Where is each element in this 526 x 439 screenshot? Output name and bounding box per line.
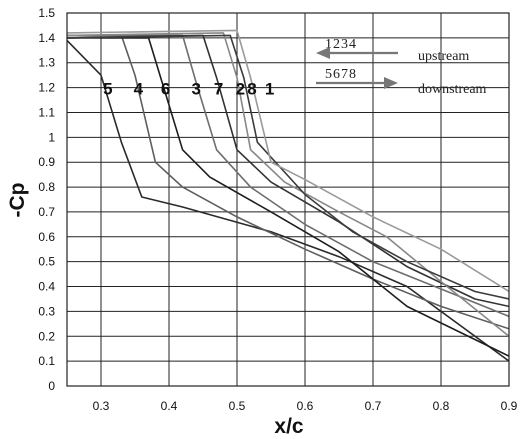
y-tick-label: 0.7 bbox=[38, 205, 55, 219]
curve-label-1: 1 bbox=[265, 80, 274, 99]
series-line-6 bbox=[66, 32, 510, 337]
curve-label-3: 3 bbox=[191, 80, 200, 99]
legend-downstream-numbers: 5678 bbox=[325, 67, 357, 82]
y-tick-label: 0.9 bbox=[38, 155, 55, 169]
y-tick-labels: 0 0.1 0.2 0.3 0.4 0.5 0.6 0.7 0.8 0.9 1 1.1 1.2 1.3 1.… bbox=[38, 6, 55, 393]
plot-frame bbox=[66, 12, 510, 387]
y-tick-label: 0.3 bbox=[38, 304, 55, 318]
plot-background bbox=[67, 13, 509, 386]
series-line-4 bbox=[67, 34, 510, 318]
y-tick-label: 0.8 bbox=[38, 180, 55, 194]
curve-label-8: 8 bbox=[247, 80, 256, 99]
legend: 1234 upstream 5678 downstream bbox=[316, 37, 487, 97]
curve-label-6: 6 bbox=[161, 80, 170, 99]
legend-upstream-label: upstream bbox=[418, 49, 469, 64]
y-tick-label: 0.1 bbox=[38, 354, 55, 368]
curve-label-2: 2 bbox=[236, 80, 245, 99]
x-tick-label: 0.8 bbox=[433, 399, 450, 413]
legend-downstream-arrow-head bbox=[384, 77, 398, 89]
x-tick-label: 0.3 bbox=[93, 399, 110, 413]
y-tick-label: 0 bbox=[48, 379, 55, 393]
series-line-2 bbox=[67, 34, 510, 330]
series-line-3 bbox=[67, 37, 510, 357]
curve-label-4: 4 bbox=[134, 80, 144, 99]
curve-label-5: 5 bbox=[103, 80, 112, 99]
series-layer bbox=[66, 29, 510, 362]
x-tick-labels: 0.3 0.4 0.5 0.6 0.7 0.8 0.9 bbox=[93, 399, 518, 413]
x-tick-label: 0.5 bbox=[229, 399, 246, 413]
y-tick-label: 0.4 bbox=[38, 280, 55, 294]
y-tick-label: 1.2 bbox=[38, 81, 55, 95]
y-tick-label: 1 bbox=[48, 130, 55, 144]
series-line-5 bbox=[66, 34, 510, 308]
y-tick-label: 1.5 bbox=[38, 6, 55, 20]
series-line-7 bbox=[66, 34, 510, 300]
y-tick-label: 0.2 bbox=[38, 329, 55, 343]
y-tick-label: 0.6 bbox=[38, 230, 55, 244]
x-tick-label: 0.6 bbox=[297, 399, 314, 413]
y-tick-label: 1.1 bbox=[38, 105, 55, 119]
x-tick-label: 0.4 bbox=[161, 399, 178, 413]
y-axis-label: -Cp bbox=[6, 183, 29, 218]
x-tick-label: 0.7 bbox=[365, 399, 382, 413]
legend-downstream-label: downstream bbox=[418, 82, 487, 97]
series-line-8 bbox=[66, 29, 510, 293]
x-axis-label: x/c bbox=[274, 415, 304, 438]
legend-upstream-arrow-head bbox=[316, 47, 330, 59]
y-tick-label: 1.4 bbox=[38, 31, 55, 45]
y-tick-label: 1.3 bbox=[38, 56, 55, 70]
x-tick-label: 0.9 bbox=[501, 399, 518, 413]
legend-upstream-numbers: 1234 bbox=[325, 37, 357, 52]
series-line-1 bbox=[66, 39, 510, 362]
y-tick-label: 0.5 bbox=[38, 255, 55, 269]
curve-label-7: 7 bbox=[214, 80, 223, 99]
